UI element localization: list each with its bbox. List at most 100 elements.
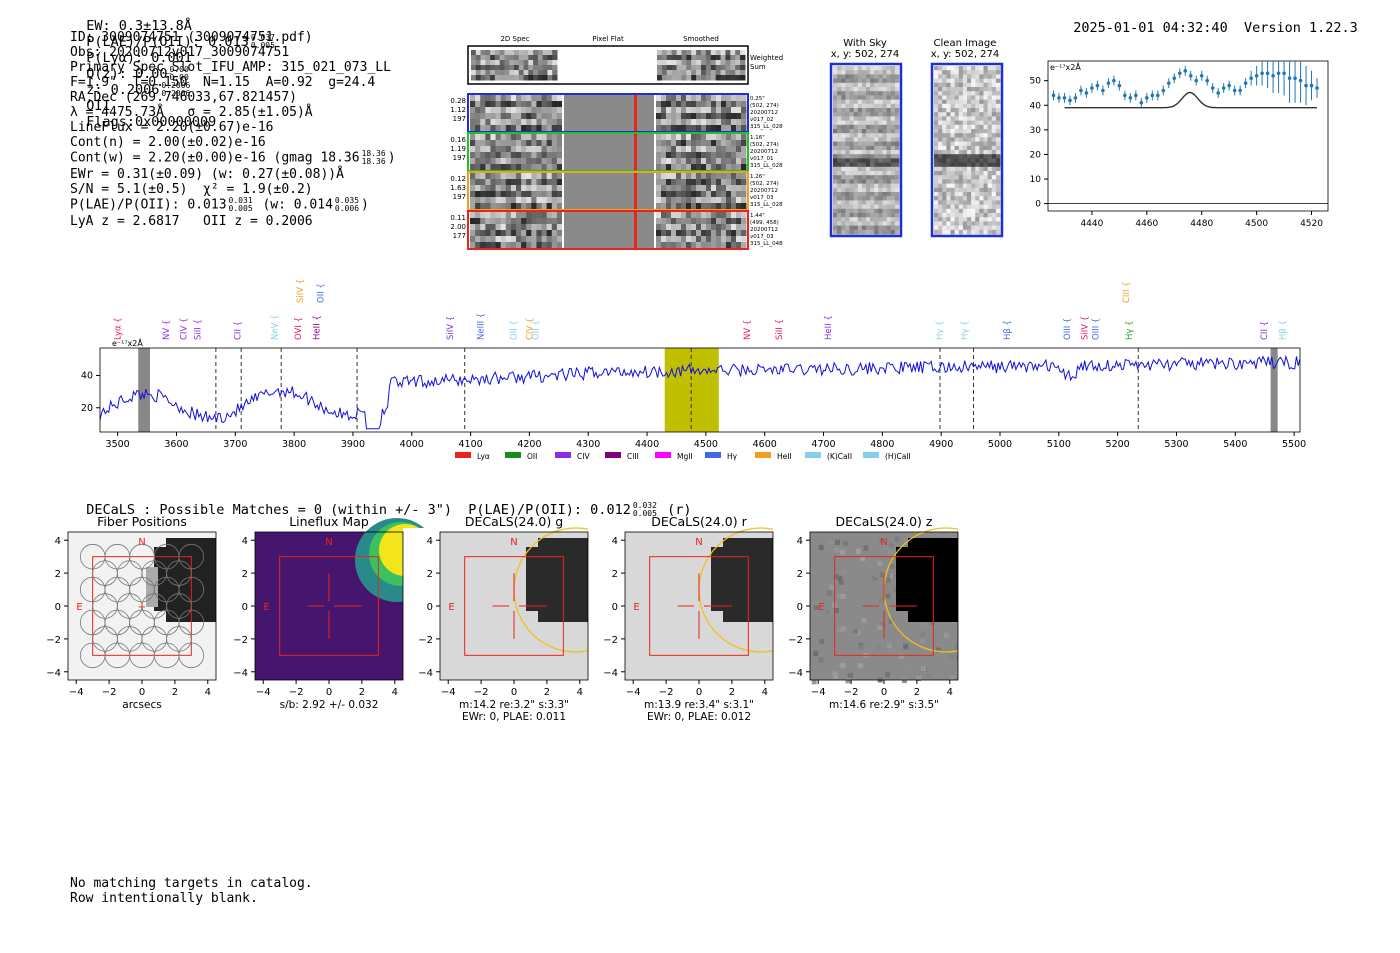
strip-pixel xyxy=(485,242,491,249)
zoom-ytick-label: 0 xyxy=(1035,200,1041,210)
zoom-point xyxy=(1161,88,1166,93)
sky-pixel xyxy=(861,225,867,231)
sky-pixel xyxy=(866,91,871,96)
strip-pixel xyxy=(657,70,663,76)
sky-pixel xyxy=(849,66,855,71)
strip-pixel xyxy=(701,60,707,66)
strip-pixel xyxy=(740,65,746,71)
sky-pixel xyxy=(942,129,947,134)
sky-pixel xyxy=(934,66,939,71)
strip-pixel xyxy=(736,218,742,225)
strip-pixel xyxy=(676,107,682,114)
sky-pixel xyxy=(833,158,838,163)
sky-pixel xyxy=(995,208,1001,214)
sky-pixel xyxy=(878,91,883,96)
spectrum-line-label: Lyα { xyxy=(114,317,124,340)
strip-pixel xyxy=(736,185,742,192)
sky-pixel xyxy=(866,221,871,226)
sky-pixel xyxy=(946,166,951,172)
sky-pixel xyxy=(938,112,943,117)
strip-pixel xyxy=(656,242,662,249)
sky-pixel xyxy=(890,116,896,121)
strip-pixel xyxy=(656,113,662,120)
strip-pixel xyxy=(666,95,672,102)
sky-pixel xyxy=(866,112,871,117)
sky-pixel xyxy=(958,133,964,138)
strip-pixel xyxy=(556,218,563,225)
panel-ytick-label: 4 xyxy=(797,536,803,547)
row-frame xyxy=(467,210,749,250)
sky-pixel xyxy=(878,187,883,193)
sky-pixel xyxy=(878,196,883,201)
spectrum-legend-label: MgII xyxy=(677,452,693,461)
strip-pixel xyxy=(741,125,747,132)
sky-pixel xyxy=(853,183,859,189)
panel-xtick-label: 0 xyxy=(881,687,887,698)
strip-pixel xyxy=(736,242,742,249)
sky-pixel xyxy=(833,166,838,172)
zoom-ytick-label: 20 xyxy=(1030,150,1042,160)
sky-pixel xyxy=(962,162,968,168)
strip-pixel xyxy=(546,185,553,192)
info-primary: Primary Spec_Slot_IFU_AMP: 315_021_073_L… xyxy=(70,60,391,75)
sky-pixel xyxy=(942,217,947,222)
strip-pixel xyxy=(720,75,726,81)
strip-pixel xyxy=(701,101,707,108)
strip-pixel xyxy=(726,230,732,237)
sky-pixel xyxy=(866,133,871,138)
sky-pixel xyxy=(861,229,867,235)
strip-pixel xyxy=(516,230,522,237)
sky-pixel xyxy=(886,66,892,71)
spectrum-line-marker: CIV { xyxy=(180,318,190,340)
sky-pixel xyxy=(882,99,888,105)
sky-pixel xyxy=(845,74,850,79)
spectrum-line-label: Hγ { xyxy=(1125,320,1135,340)
strip-pixel xyxy=(666,140,672,147)
strip-pixel xyxy=(505,140,512,147)
sky-pixel xyxy=(934,217,939,222)
strip-pixel xyxy=(740,50,746,56)
z-noise xyxy=(860,555,866,561)
sky-pixel xyxy=(841,124,846,130)
sky-pixel xyxy=(983,78,989,84)
sky-pixel xyxy=(950,225,956,231)
strip-pixel xyxy=(691,101,697,108)
spectrum-xtick-label: 3600 xyxy=(164,439,188,450)
strip-pixel xyxy=(711,236,717,243)
sky-pixel xyxy=(958,70,964,75)
strip-pixel xyxy=(470,230,476,237)
sky-pixel xyxy=(857,217,863,222)
spectrum-legend-swatch xyxy=(555,452,571,458)
sky-pixel xyxy=(853,162,859,168)
sky-pixel xyxy=(995,103,1001,109)
strip-pixel xyxy=(505,230,512,237)
sky-pixel xyxy=(983,192,989,197)
sky-pixel xyxy=(995,87,1001,92)
sky-pixel xyxy=(845,158,850,163)
strip-pixel xyxy=(731,191,737,198)
strip-pixel xyxy=(521,218,527,225)
sky-pixel xyxy=(987,196,993,201)
sky-pixel xyxy=(849,204,855,210)
strip-pixel xyxy=(490,218,497,225)
sky-pixel xyxy=(987,116,993,121)
sky-pixel xyxy=(946,108,951,113)
sky-pixel xyxy=(890,108,896,113)
sky-pixel xyxy=(845,217,850,222)
sky-pixel xyxy=(849,158,855,163)
strip-pixel xyxy=(736,158,742,165)
strip-pixel xyxy=(661,107,667,114)
sky-pixel xyxy=(853,229,859,235)
spectrum-legend-label: (H)CaII xyxy=(885,452,911,461)
sky-pixel xyxy=(841,120,846,126)
zoom-point xyxy=(1062,96,1067,100)
strip-pixel xyxy=(711,134,717,141)
strip-pixel xyxy=(541,203,548,210)
sky-pixel xyxy=(837,124,842,130)
sky-pixel xyxy=(870,213,875,218)
sky-pixel xyxy=(987,166,993,172)
zoom-point xyxy=(1265,71,1270,76)
sky-pixel xyxy=(833,87,838,92)
sky-pixel xyxy=(882,87,888,92)
strip-pixel xyxy=(711,191,717,198)
